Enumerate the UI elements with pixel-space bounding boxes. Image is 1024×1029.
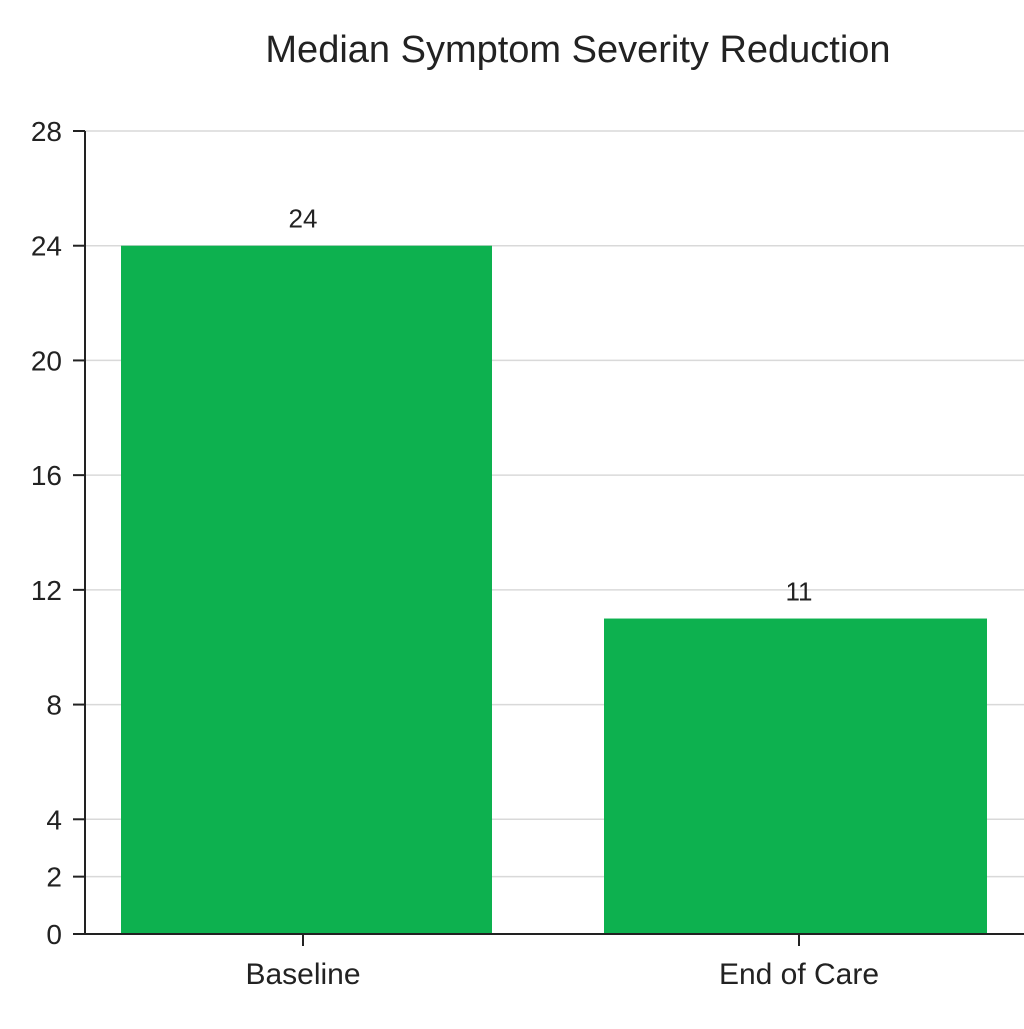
y-tick-label: 8: [46, 690, 62, 721]
y-tick-label: 20: [31, 345, 62, 376]
bar-baseline: [121, 245, 492, 934]
value-labels: 24 11: [289, 204, 813, 607]
x-tick-label: End of Care: [719, 958, 879, 991]
y-tick-label: 16: [31, 460, 62, 491]
value-label: 24: [289, 204, 318, 234]
y-tick-label: 0: [46, 919, 62, 950]
bar-end-of-care: [604, 618, 987, 934]
x-tick-label: Baseline: [245, 958, 360, 991]
bars: [121, 245, 987, 934]
y-tick-label: 12: [31, 575, 62, 606]
y-tick-label: 28: [31, 116, 62, 147]
y-tick-label: 2: [46, 862, 62, 893]
y-tick-label: 4: [46, 804, 62, 835]
value-label: 11: [786, 577, 813, 607]
y-tick-label: 24: [31, 231, 62, 262]
chart-title: Median Symptom Severity Reduction: [265, 29, 890, 71]
